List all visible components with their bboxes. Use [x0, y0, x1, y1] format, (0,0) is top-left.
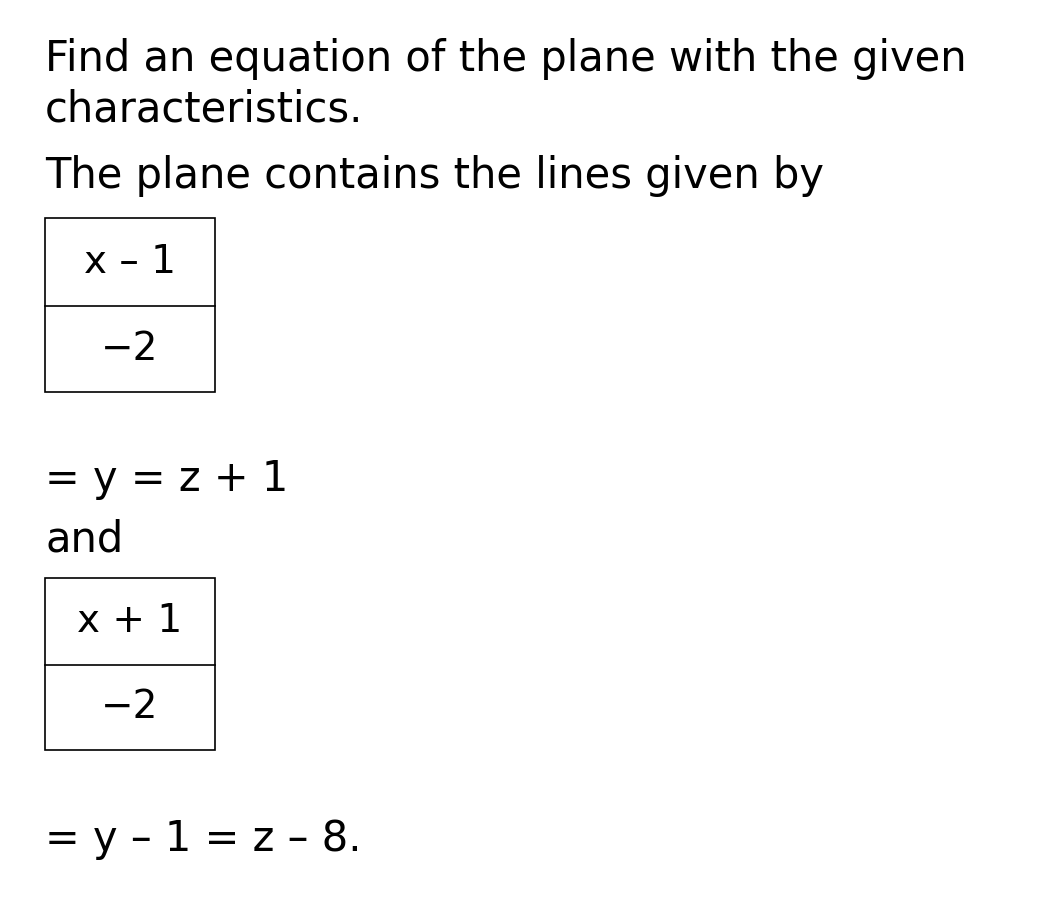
Text: characteristics.: characteristics. — [45, 88, 363, 130]
Text: Find an equation of the plane with the given: Find an equation of the plane with the g… — [45, 38, 967, 80]
Text: and: and — [45, 518, 123, 560]
Text: The plane contains the lines given by: The plane contains the lines given by — [45, 155, 824, 197]
Text: x – 1: x – 1 — [84, 243, 176, 281]
Bar — [45, 578, 215, 750]
Bar — [45, 218, 215, 392]
Text: = y = z + 1: = y = z + 1 — [45, 458, 289, 500]
Text: −2: −2 — [101, 330, 159, 368]
Text: x + 1: x + 1 — [77, 603, 183, 640]
Text: −2: −2 — [101, 688, 159, 726]
Text: = y – 1 = z – 8.: = y – 1 = z – 8. — [45, 818, 362, 860]
